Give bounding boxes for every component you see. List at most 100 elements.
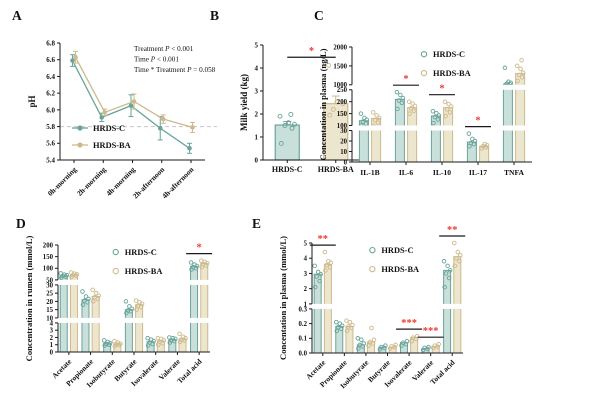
y-tick-label: 5	[255, 41, 259, 49]
series-HRDS-C	[70, 54, 192, 154]
data-point	[355, 336, 361, 341]
x-category-label: Total acid	[428, 357, 457, 386]
data-point	[101, 338, 107, 343]
data-point	[356, 346, 361, 351]
legend-marker-HRDS-BA	[77, 142, 83, 148]
x-category-label: 4h-afternoon	[160, 165, 195, 200]
panel-e-chart: 0.00.10.20.312345AcetatePropionateIsobut…	[278, 225, 466, 390]
data-point	[288, 112, 294, 117]
x-category-label: IL-1B	[360, 168, 379, 177]
y-tick-label: 1	[50, 342, 54, 349]
panel-a: A 5.4 5.6 5.8 6.0 6.2 6.4 6.6 6.8 0h-morning 2h-m…	[8, 4, 238, 206]
data-point	[518, 66, 523, 72]
data-point	[392, 344, 397, 350]
data-point	[344, 328, 350, 334]
data-point	[173, 336, 178, 342]
sig-star: *	[403, 74, 408, 85]
bar-HRDS-C-Acetate	[59, 275, 68, 353]
y-tick-label: 6.0	[46, 106, 55, 114]
y-tick-label: 50	[46, 277, 53, 284]
data-point	[374, 113, 379, 118]
y-tick-label: 250	[337, 87, 348, 94]
y-tick-label: 5.8	[46, 123, 55, 131]
panel-a-chart: 5.4 5.6 5.8 6.0 6.2 6.4 6.6 6.8 0h-morning2h-mor…	[27, 39, 217, 200]
data-point	[370, 110, 376, 115]
data-point	[327, 112, 333, 118]
points-HRDS-C	[358, 65, 514, 149]
data-point	[454, 255, 459, 261]
panel-b: B 0 1 2 3 4 5 HRDS-C HRDS-BA * Milk yield (kg)	[206, 4, 368, 206]
data-point	[317, 278, 322, 284]
data-point	[430, 108, 436, 114]
data-point	[443, 271, 449, 276]
data-point	[167, 335, 172, 340]
data-point	[442, 99, 448, 104]
data-point	[466, 131, 472, 136]
y-tick-label: 1	[304, 301, 308, 308]
data-point	[516, 72, 522, 78]
data-point	[434, 110, 439, 116]
data-point	[326, 259, 331, 264]
data-point	[508, 80, 514, 86]
axis-break-band	[57, 279, 211, 285]
bar-HRDS-C-Acetate	[313, 273, 322, 354]
data-point	[312, 284, 318, 290]
data-point	[123, 299, 129, 304]
bar-HRDS-C-Butyrate	[124, 309, 133, 353]
sig-star: **	[318, 234, 329, 245]
data-point	[323, 268, 328, 273]
data-point	[395, 106, 400, 112]
data-point	[406, 99, 412, 104]
points-HRDS-C	[58, 260, 200, 348]
y-tick-label: 5.6	[46, 140, 55, 148]
data-point	[314, 274, 319, 279]
panel-b-chart: 0 1 2 3 4 5 HRDS-C HRDS-BA * Milk yield (kg)	[239, 41, 360, 174]
bar-HRDS-C-Propionate	[81, 299, 90, 353]
data-point	[278, 140, 284, 146]
data-point	[282, 123, 288, 128]
data-point	[312, 263, 317, 269]
data-point	[291, 121, 297, 127]
bar-HRDS-BA-Propionate	[345, 326, 354, 354]
y-tick-label: 4	[255, 64, 259, 72]
data-point	[157, 125, 163, 131]
annotation-text: Treatment P < 0.001	[134, 45, 194, 53]
legend-marker-HRDS-C	[369, 246, 376, 254]
data-point	[400, 95, 406, 101]
x-category-label: Total acid	[175, 356, 204, 385]
points-HRDS-BA	[68, 258, 210, 349]
bar-HRDS-BA-Acetate	[69, 274, 78, 353]
y-tick-label: 3	[50, 328, 54, 335]
data-point	[506, 79, 511, 85]
data-point	[407, 111, 412, 116]
y-tick-label: 5.4	[46, 156, 55, 164]
data-point	[426, 344, 431, 350]
bar-HRDS-BA-Total acid	[200, 263, 209, 353]
sig-star: *	[197, 243, 202, 254]
y-tick-label: 6.8	[46, 39, 55, 47]
legend-label: HRDS-C	[381, 246, 413, 255]
data-point	[187, 146, 192, 151]
data-point	[457, 259, 462, 264]
y-tick-label: 100	[337, 123, 348, 130]
y-tick-label: 200	[43, 242, 54, 249]
y-axis-title: Concentation in plasma (ng/L)	[318, 48, 328, 160]
panel-d: D 0 1 2 3 4 10 15 20 25 30 50 100 150 200 Acetate Propi…	[12, 212, 248, 407]
data-point	[372, 118, 378, 123]
data-point	[137, 299, 142, 305]
data-point	[408, 106, 414, 111]
data-point	[446, 101, 451, 107]
data-point	[441, 259, 447, 264]
bars-HRDS-C	[358, 84, 513, 163]
data-point	[436, 341, 441, 347]
points-HRDS-BA	[370, 57, 526, 151]
data-point	[447, 110, 453, 115]
data-point	[277, 113, 283, 119]
data-point	[468, 140, 474, 146]
series-HRDS-BA	[73, 50, 195, 133]
data-point	[92, 295, 97, 300]
data-point	[366, 343, 371, 348]
legend-label: HRDS-C	[93, 124, 125, 133]
data-point	[155, 335, 161, 341]
